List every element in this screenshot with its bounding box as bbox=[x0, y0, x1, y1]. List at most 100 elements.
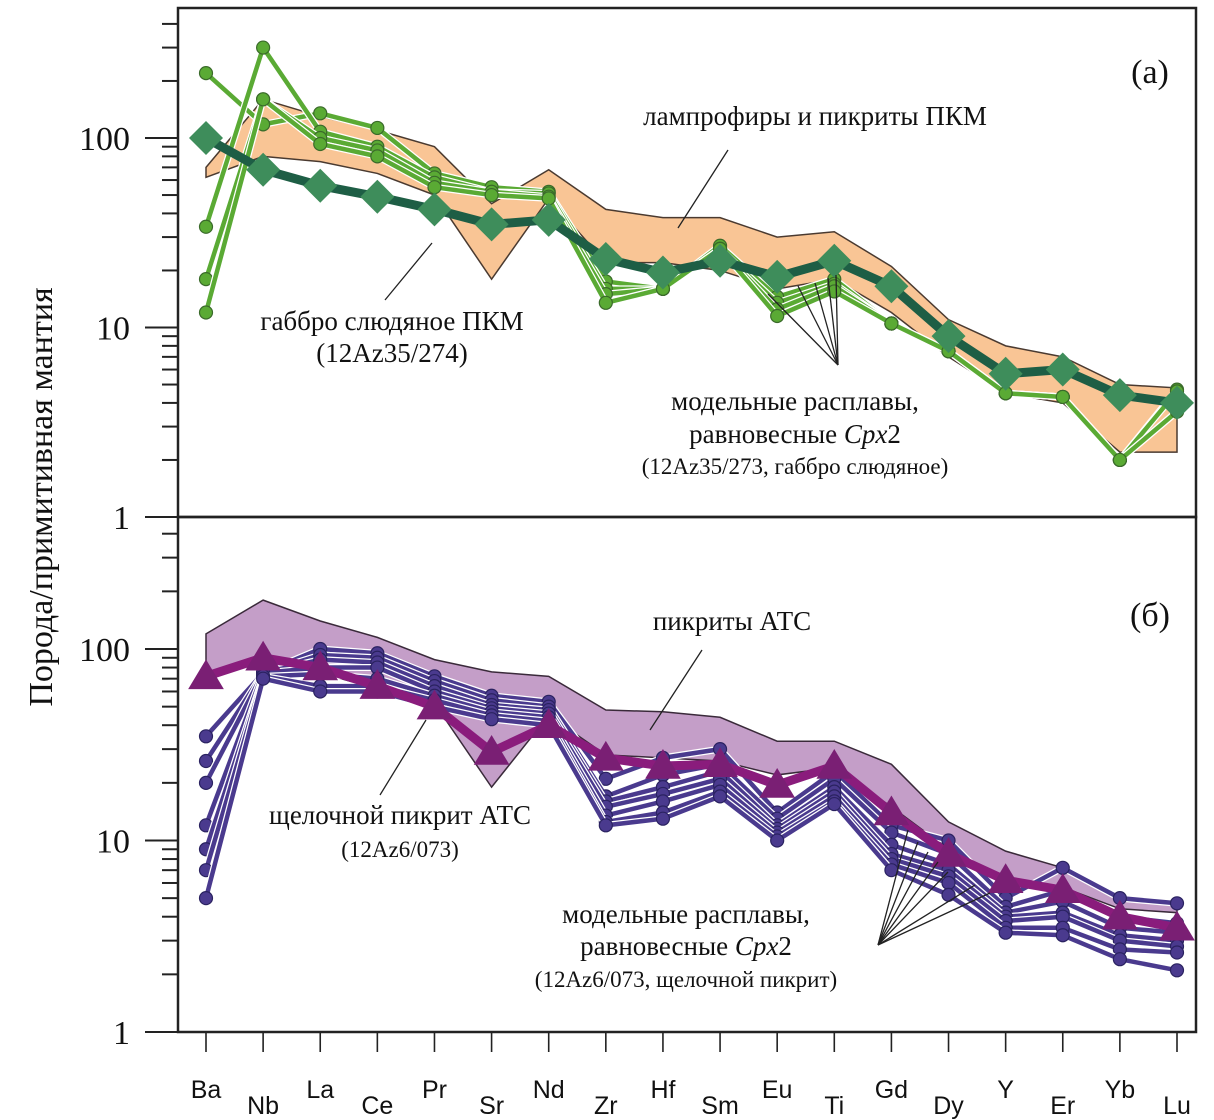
x-axis: Ba Nb La Ce Pr Sr Nd Zr Hf Sm Eu Ti Gd Dy Y Er Yb Lu bbox=[191, 1032, 1191, 1120]
melt-point-ba bbox=[198, 891, 214, 906]
rock-point-y bbox=[988, 356, 1023, 391]
melt-line bbox=[204, 657, 1178, 935]
melt-point-ti bbox=[827, 284, 842, 299]
melt-label-line1-a: модельные расплавы, bbox=[671, 386, 919, 416]
leader-melt-a bbox=[797, 285, 839, 366]
melt-point-zr bbox=[598, 295, 613, 310]
melt-point-yb bbox=[1112, 452, 1127, 468]
x-tick-label-eu: Eu bbox=[762, 1076, 793, 1104]
rock-point-sr bbox=[474, 207, 509, 242]
rock-point-ce bbox=[360, 179, 395, 214]
rock-sample-b: (12Az6/073) bbox=[341, 837, 459, 862]
rock-point-dy bbox=[931, 319, 966, 354]
y-tick-label: 10 bbox=[96, 311, 130, 348]
y-tick-label: 1 bbox=[113, 1015, 130, 1052]
melt-point-gd bbox=[884, 316, 899, 331]
melt-sample-a: (12Az35/273, габбро слюдяное) bbox=[642, 454, 949, 479]
rock-point-gd bbox=[873, 795, 910, 826]
y-tick-label: 100 bbox=[79, 632, 130, 669]
melt-point-zr bbox=[598, 771, 613, 786]
melt-point-lu bbox=[1169, 945, 1185, 960]
rock-point-hf bbox=[645, 748, 681, 779]
leader-melt-b bbox=[877, 861, 939, 946]
leader-melt-a bbox=[767, 293, 839, 366]
rock-point-hf bbox=[645, 255, 680, 290]
x-tick-label-sr: Sr bbox=[479, 1092, 504, 1120]
leader-melt-b bbox=[877, 871, 949, 946]
rock-point-sr bbox=[473, 734, 510, 765]
leader-lines-a bbox=[384, 149, 839, 366]
melt-line bbox=[203, 671, 1178, 949]
melt-point-y bbox=[998, 925, 1013, 940]
rock-point-sm bbox=[703, 243, 738, 278]
x-tick-label-ba: Ba bbox=[191, 1076, 222, 1104]
y-axis-label: Порода/примитивная мантия bbox=[23, 287, 60, 707]
rock-point-zr bbox=[587, 740, 624, 771]
melt-point-er bbox=[1055, 389, 1070, 405]
melt-point-ba bbox=[198, 66, 214, 81]
leader-melt-a bbox=[827, 277, 839, 366]
rock-point-yb bbox=[1102, 899, 1138, 930]
melt-point-nb bbox=[256, 92, 271, 107]
melt-point-dy bbox=[941, 875, 956, 891]
melt-point-ba bbox=[198, 775, 214, 790]
melt-line bbox=[204, 646, 1178, 906]
melt-point-pr bbox=[427, 180, 442, 195]
x-tick-label-ti: Ti bbox=[824, 1092, 844, 1120]
rock-point-ba bbox=[189, 121, 223, 155]
x-tick-label-zr: Zr bbox=[594, 1092, 618, 1120]
melt-point-ti bbox=[827, 796, 842, 812]
x-tick-label-y: Y bbox=[997, 1076, 1014, 1104]
leader-field-b bbox=[649, 649, 703, 731]
melt-point-zr bbox=[598, 818, 613, 833]
melt-point-ba bbox=[198, 729, 214, 744]
panel-frame-b bbox=[176, 515, 1198, 1034]
rock-point-nb bbox=[246, 152, 281, 187]
y-tick-label: 100 bbox=[79, 121, 130, 158]
leader-melt-a bbox=[835, 274, 839, 366]
melt-point-eu bbox=[770, 833, 785, 848]
rock-point-dy bbox=[930, 837, 967, 867]
melt-point-sr bbox=[484, 712, 499, 727]
melt-point-nb bbox=[256, 671, 271, 686]
melt-sample-b: (12Az6/073, щелочной пикрит) bbox=[535, 967, 837, 992]
x-tick-label-pr: Pr bbox=[422, 1076, 447, 1104]
melt-point-er bbox=[1055, 928, 1070, 943]
rock-point-nb bbox=[245, 640, 281, 671]
melt-point-lu bbox=[1169, 896, 1185, 911]
melt-label-line2-a: равновесные Cpx2 bbox=[689, 419, 901, 449]
melt-point-ce bbox=[370, 120, 385, 136]
melt-point-dy bbox=[941, 887, 956, 902]
melt-point-ba bbox=[198, 753, 214, 769]
melt-point-hf bbox=[655, 811, 671, 826]
x-tick-label-gd: Gd bbox=[875, 1076, 908, 1104]
x-tick-label-lu: Lu bbox=[1163, 1092, 1191, 1120]
melt-point-ba bbox=[198, 305, 214, 320]
rock-point-ti bbox=[816, 748, 853, 779]
rock-point-eu bbox=[760, 259, 795, 294]
melt-line bbox=[203, 665, 1178, 943]
rock-point-la bbox=[303, 168, 338, 203]
rock-series-a bbox=[189, 121, 1194, 420]
x-tick-label-nd: Nd bbox=[533, 1076, 565, 1104]
leader-rock-b bbox=[379, 719, 427, 796]
melt-point-la bbox=[313, 106, 328, 121]
x-tick-label-hf: Hf bbox=[650, 1076, 675, 1104]
leader-melt-b bbox=[877, 851, 929, 946]
rock-point-gd bbox=[874, 269, 909, 304]
leader-melt-b bbox=[877, 829, 909, 946]
rock-point-nd bbox=[530, 708, 567, 738]
leader-lines-b bbox=[379, 649, 991, 946]
x-tick-label-ce: Ce bbox=[361, 1092, 393, 1120]
melt-point-la bbox=[313, 136, 328, 152]
rock-point-er bbox=[1044, 873, 1081, 903]
leader-field-a bbox=[677, 149, 729, 229]
rock-point-ti bbox=[817, 243, 852, 278]
y-tick-label: 10 bbox=[96, 824, 130, 861]
leader-rock-a bbox=[384, 242, 433, 301]
rock-point-er bbox=[1045, 352, 1080, 387]
rock-point-zr bbox=[588, 241, 623, 276]
melt-point-lu bbox=[1169, 963, 1185, 978]
panel-label-b: (б) bbox=[1130, 597, 1170, 634]
